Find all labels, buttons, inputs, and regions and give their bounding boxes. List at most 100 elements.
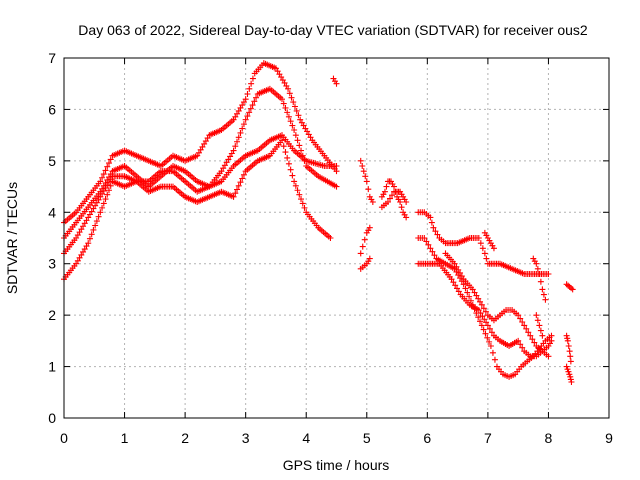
x-tick-label: 3 [242, 430, 250, 446]
data-point [253, 94, 260, 101]
data-point [434, 231, 441, 238]
data-point [453, 263, 460, 270]
series-track-g [415, 209, 552, 277]
data-point [484, 334, 491, 341]
data-point [237, 129, 244, 136]
data-point [480, 326, 487, 333]
data-point [333, 163, 340, 169]
series-track-f [378, 178, 410, 221]
data-point [481, 316, 488, 323]
data-point [567, 376, 574, 383]
data-point [565, 343, 572, 349]
data-point [566, 348, 573, 355]
axis-ticks [63, 57, 610, 419]
data-point [251, 98, 258, 105]
data-point [90, 226, 97, 233]
data-point [533, 260, 540, 267]
data-point [362, 173, 369, 180]
data-point [291, 178, 298, 185]
data-point [462, 285, 469, 292]
data-point [568, 379, 575, 385]
data-point [536, 322, 543, 329]
data-point [298, 196, 305, 203]
series-track-i [415, 260, 555, 360]
data-point [431, 252, 438, 259]
chart-title: Day 063 of 2022, Sidereal Day-to-day VTE… [78, 22, 588, 38]
data-point [100, 200, 107, 207]
data-point [448, 276, 455, 283]
data-point [545, 353, 552, 360]
data-point [527, 332, 534, 339]
x-tick-label: 5 [363, 430, 371, 446]
data-point [235, 182, 242, 189]
data-point [486, 325, 493, 332]
data-point [102, 167, 109, 174]
data-point [105, 160, 112, 167]
data-point [242, 116, 249, 123]
data-point [564, 337, 571, 344]
data-point [290, 99, 297, 106]
data-point [403, 199, 410, 205]
data-point [246, 109, 253, 116]
data-point [279, 96, 285, 103]
data-point [478, 322, 485, 329]
data-point [285, 113, 292, 120]
data-point [384, 199, 391, 205]
data-point [234, 186, 241, 193]
data-point [280, 100, 287, 107]
data-point [366, 224, 373, 231]
data-point [563, 363, 570, 370]
data-point [104, 163, 111, 170]
data-point [455, 288, 462, 295]
series-track-a [61, 60, 340, 226]
data-series [61, 60, 576, 385]
data-point [567, 358, 574, 365]
data-point [97, 178, 104, 185]
data-point [99, 204, 106, 211]
data-point [333, 168, 340, 175]
x-axis-label: GPS time / hours [283, 457, 390, 473]
data-point [386, 195, 393, 202]
data-point [298, 147, 305, 154]
data-point [427, 245, 434, 252]
data-point [452, 282, 459, 289]
data-point [279, 137, 285, 144]
data-point [359, 163, 366, 169]
y-tick-label: 6 [48, 101, 56, 117]
data-point [100, 171, 107, 178]
data-point [292, 182, 299, 189]
data-point [299, 200, 306, 207]
data-point [484, 322, 491, 329]
data-point [491, 356, 498, 363]
series-track-j [442, 250, 552, 360]
x-tick-label: 0 [60, 430, 68, 446]
data-point [454, 285, 461, 292]
x-tick-label: 6 [423, 430, 431, 446]
data-point [244, 91, 251, 97]
data-point [483, 255, 490, 262]
data-point [519, 319, 526, 325]
data-point [564, 366, 571, 373]
data-point [531, 339, 538, 346]
data-point [432, 228, 439, 235]
x-tick-label: 9 [605, 430, 613, 446]
data-point [455, 266, 462, 273]
x-tick-label: 4 [302, 430, 310, 446]
data-point [389, 192, 396, 199]
data-point [282, 149, 289, 156]
data-point [249, 75, 256, 82]
data-point [381, 188, 388, 195]
data-point [366, 255, 373, 262]
data-point [482, 330, 489, 337]
data-point [240, 121, 247, 128]
data-point [230, 147, 237, 154]
series-track-e [330, 75, 376, 272]
series-track-k [481, 229, 549, 339]
series-track-c [61, 132, 340, 257]
data-point [232, 143, 239, 150]
data-point [479, 313, 486, 320]
data-point [521, 322, 528, 329]
data-point [249, 102, 256, 109]
x-tick-label: 8 [545, 430, 553, 446]
